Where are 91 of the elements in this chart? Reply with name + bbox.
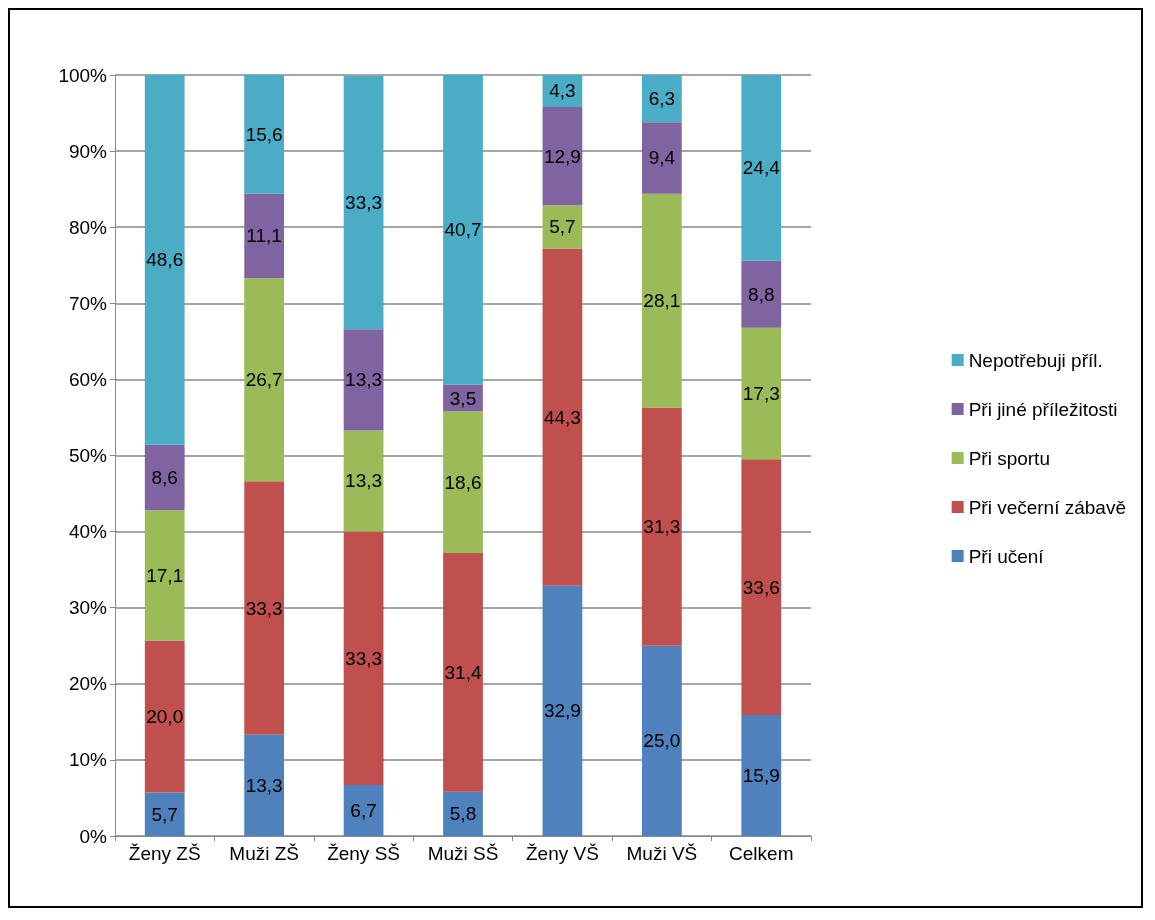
bar xyxy=(641,407,682,646)
data-label: 6,3 xyxy=(648,88,676,110)
data-label: 24,4 xyxy=(742,157,781,179)
data-label: 5,7 xyxy=(151,803,178,825)
data-label: 31,3 xyxy=(643,516,681,538)
data-label: 33,3 xyxy=(245,597,283,619)
data-label: 3,5 xyxy=(449,387,477,409)
data-label: 32,9 xyxy=(543,700,581,722)
y-tick-label: 80% xyxy=(68,216,108,238)
data-label: 31,4 xyxy=(444,661,482,683)
bar xyxy=(443,791,483,836)
bar xyxy=(144,444,185,511)
bar xyxy=(244,75,285,194)
data-label: 9,4 xyxy=(648,147,676,169)
y-tick-label: 100% xyxy=(58,64,108,86)
data-label: 44,3 xyxy=(543,406,581,428)
data-label: 4,3 xyxy=(549,80,576,102)
y-tick-label: 30% xyxy=(68,597,108,619)
bar xyxy=(144,640,185,793)
x-tick-label: Celkem xyxy=(729,843,794,864)
bar xyxy=(443,75,483,385)
legend-label: Při jiné příležitosti xyxy=(968,398,1118,420)
y-tick-label: 60% xyxy=(68,368,108,390)
bar xyxy=(741,715,782,836)
x-tick-label: Ženy VŠ xyxy=(525,843,599,864)
bar xyxy=(343,75,384,330)
data-label: 15,6 xyxy=(245,123,283,145)
data-label: 5,7 xyxy=(549,216,576,238)
y-tick-label: 20% xyxy=(68,673,108,695)
data-label: 8,6 xyxy=(151,467,178,489)
legend-label: Při večerní zábavě xyxy=(968,496,1127,518)
bar xyxy=(144,792,185,836)
y-tick-label: 0% xyxy=(79,825,108,847)
data-label: 20,0 xyxy=(146,706,184,728)
bar xyxy=(244,481,285,735)
bar xyxy=(542,585,583,836)
data-label: 15,9 xyxy=(742,765,780,786)
data-label: 18,6 xyxy=(444,471,482,493)
bar xyxy=(144,510,185,641)
x-tick-label: Ženy SŠ xyxy=(327,843,401,864)
bar xyxy=(244,278,285,482)
bar xyxy=(641,75,682,123)
data-label: 13,3 xyxy=(345,470,383,492)
bar xyxy=(641,193,682,408)
bar xyxy=(542,248,583,586)
bar xyxy=(741,327,782,460)
x-tick-label: Ženy ZŠ xyxy=(128,843,201,864)
bar xyxy=(641,645,682,836)
legend-label: Při učení xyxy=(968,545,1045,567)
x-tick-label: Muži VŠ xyxy=(626,843,698,864)
data-label: 28,1 xyxy=(643,290,681,312)
bar xyxy=(144,75,185,445)
y-tick-label: 40% xyxy=(68,521,108,543)
data-label: 33,3 xyxy=(345,191,383,213)
legend-label: Při sportu xyxy=(968,447,1050,469)
data-label: 13,3 xyxy=(245,774,283,796)
y-tick-label: 70% xyxy=(68,292,108,314)
legend-label: Nepotřebuji příl. xyxy=(968,349,1103,371)
bar xyxy=(244,193,285,279)
data-label: 8,8 xyxy=(748,283,775,305)
data-label: 48,6 xyxy=(146,249,184,271)
bar xyxy=(443,552,483,792)
data-label: 26,7 xyxy=(245,369,283,391)
y-tick-label: 10% xyxy=(68,749,108,771)
data-label: 12,9 xyxy=(543,145,581,167)
data-label: 17,3 xyxy=(742,382,780,404)
bar xyxy=(641,122,682,194)
bar xyxy=(343,430,384,532)
y-tick-label: 50% xyxy=(68,445,108,466)
data-label: 33,6 xyxy=(742,576,780,598)
x-tick-label: Muži ZŠ xyxy=(229,843,299,864)
bar xyxy=(741,459,782,715)
bar xyxy=(244,734,285,836)
y-tick-label: 90% xyxy=(68,140,108,162)
bar xyxy=(343,785,384,836)
data-label: 40,7 xyxy=(444,219,482,241)
data-label: 33,3 xyxy=(345,647,383,669)
bar xyxy=(443,411,483,553)
bar xyxy=(741,260,782,328)
data-label: 5,8 xyxy=(449,803,477,825)
x-tick-label: Muži SŠ xyxy=(427,843,499,864)
data-label: 25,0 xyxy=(643,730,681,752)
bar xyxy=(741,75,782,261)
bar xyxy=(542,205,583,249)
bar xyxy=(343,329,384,431)
bar xyxy=(343,531,384,786)
bar xyxy=(542,106,583,206)
data-label: 13,3 xyxy=(345,369,383,391)
data-label: 11,1 xyxy=(246,225,282,247)
data-label: 6,7 xyxy=(350,800,377,822)
data-label: 17,1 xyxy=(146,564,184,586)
